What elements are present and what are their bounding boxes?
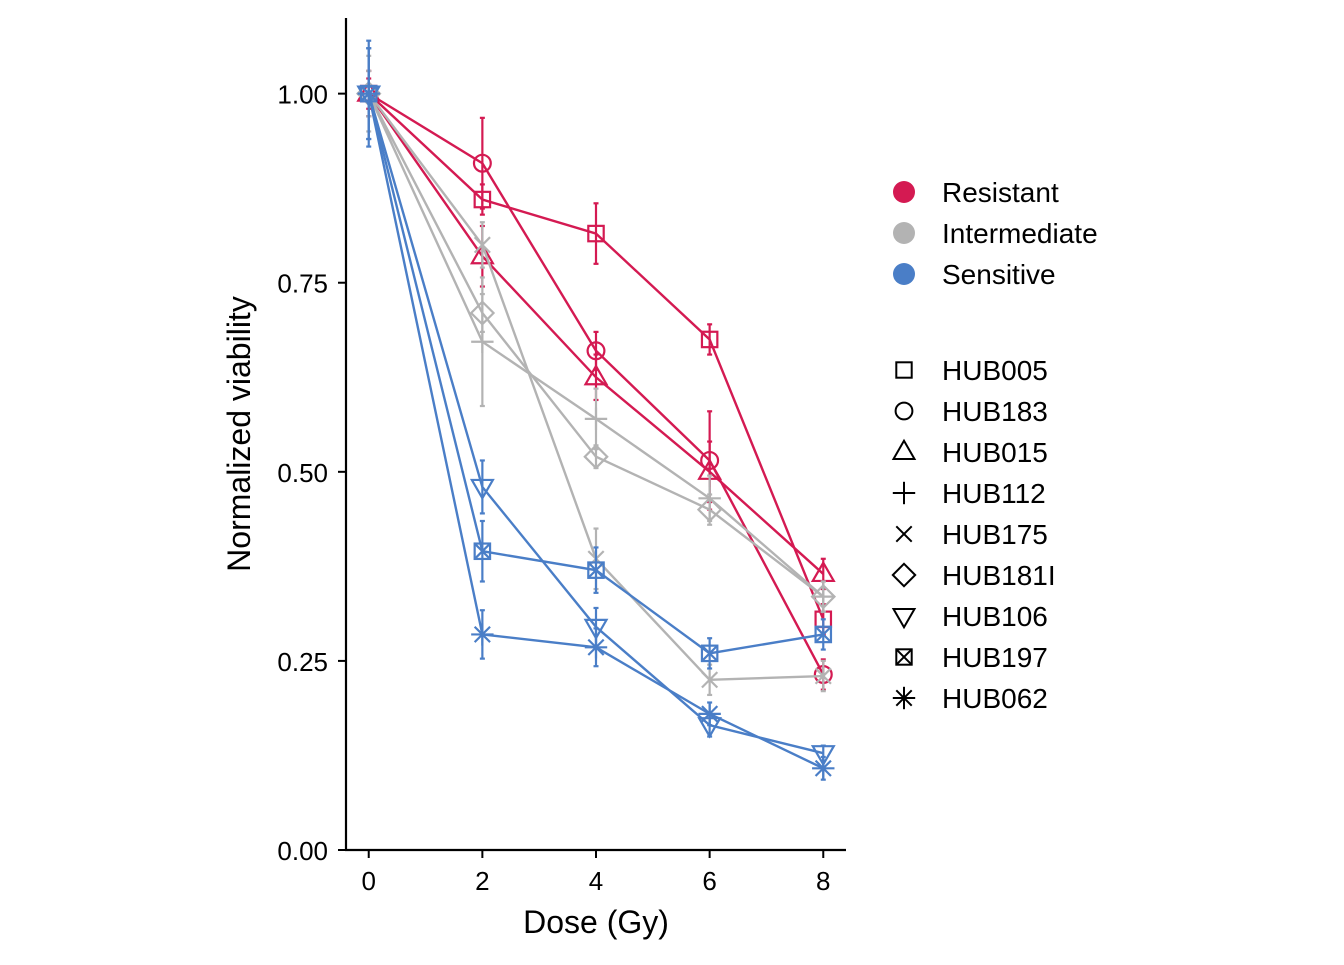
- data-point: [357, 82, 380, 105]
- series-hub062: [357, 39, 835, 781]
- legend-label: HUB112: [942, 478, 1046, 509]
- shape-legend: HUB005 HUB183 HUB015 HUB112 HUB175 HUB181I HUB…: [891, 355, 1056, 714]
- data-point: [469, 478, 495, 501]
- data-point: [814, 667, 832, 685]
- data-point: [700, 330, 719, 349]
- legend-label: HUB005: [942, 355, 1048, 386]
- group-legend: Resistant Intermediate Sensitive: [893, 177, 1098, 290]
- data-point: [583, 443, 609, 470]
- x-tick-label: 2: [475, 866, 489, 896]
- x-tick-label: 8: [816, 866, 830, 896]
- y-tick-label: 1.00: [277, 80, 328, 110]
- diamond-icon: [891, 562, 917, 588]
- data-point: [471, 623, 494, 646]
- data-point: [587, 224, 605, 243]
- y-tick-label: 0.50: [277, 458, 328, 488]
- legend-dot-sensitive: [893, 263, 915, 285]
- x-ticks: 0 2 4 6 8: [361, 850, 831, 896]
- data-point: [584, 636, 608, 659]
- square-icon: [895, 361, 913, 379]
- legend-label: HUB106: [942, 601, 1048, 632]
- data-point: [469, 300, 496, 326]
- legend-label: Resistant: [942, 177, 1059, 208]
- legend-label: HUB175: [942, 519, 1048, 550]
- x-tick-label: 0: [361, 866, 375, 896]
- legend-label: Sensitive: [942, 259, 1056, 290]
- data-point: [696, 496, 723, 523]
- data-point: [473, 542, 492, 561]
- plus-icon: [892, 481, 916, 505]
- data-point: [583, 618, 609, 641]
- plot-area: [355, 39, 837, 781]
- axes: 0.00 0.25 0.50 0.75 1.00 0 2 4 6 8 Dose (Gy) Nor…: [221, 18, 846, 940]
- data-point: [472, 153, 492, 173]
- legend-label: HUB062: [942, 683, 1048, 714]
- data-point: [812, 757, 835, 780]
- y-tick-label: 0.25: [277, 647, 328, 677]
- error-bar: [593, 202, 599, 265]
- triangle-down-icon: [891, 608, 917, 630]
- data-point: [814, 625, 833, 644]
- data-point: [583, 363, 609, 386]
- legend-label: HUB197: [942, 642, 1048, 673]
- boxed-x-icon: [895, 648, 913, 666]
- x-tick-label: 4: [589, 866, 603, 896]
- legend-label: HUB015: [942, 437, 1048, 468]
- x-tick-label: 6: [702, 866, 716, 896]
- legend-label: HUB183: [942, 396, 1048, 427]
- asterisk-icon: [892, 686, 916, 710]
- legend-dot-intermediate: [893, 222, 915, 244]
- data-point: [698, 702, 721, 726]
- series-hub015: [356, 69, 836, 591]
- data-point: [701, 671, 719, 689]
- legend-dot-resistant: [893, 181, 915, 203]
- y-axis-label: Normalized viability: [221, 296, 257, 572]
- triangle-icon: [891, 438, 917, 460]
- y-tick-label: 0.00: [277, 836, 328, 866]
- circle-icon: [894, 401, 914, 421]
- x-axis-label: Dose (Gy): [523, 904, 669, 940]
- data-point: [584, 407, 608, 431]
- cross-icon: [895, 525, 913, 543]
- y-tick-label: 0.75: [277, 269, 328, 299]
- data-point: [471, 330, 494, 353]
- y-ticks: 0.00 0.25 0.50 0.75 1.00: [277, 80, 346, 866]
- error-bar: [707, 323, 713, 356]
- error-bar: [479, 459, 485, 515]
- legend-label: HUB181I: [942, 560, 1056, 591]
- error-bar: [479, 116, 485, 210]
- error-bar: [479, 292, 485, 333]
- data-point: [473, 236, 491, 254]
- data-point: [700, 644, 719, 663]
- data-point: [810, 583, 837, 610]
- data-point: [810, 745, 836, 767]
- data-point: [587, 561, 605, 579]
- legend-label: Intermediate: [942, 218, 1098, 249]
